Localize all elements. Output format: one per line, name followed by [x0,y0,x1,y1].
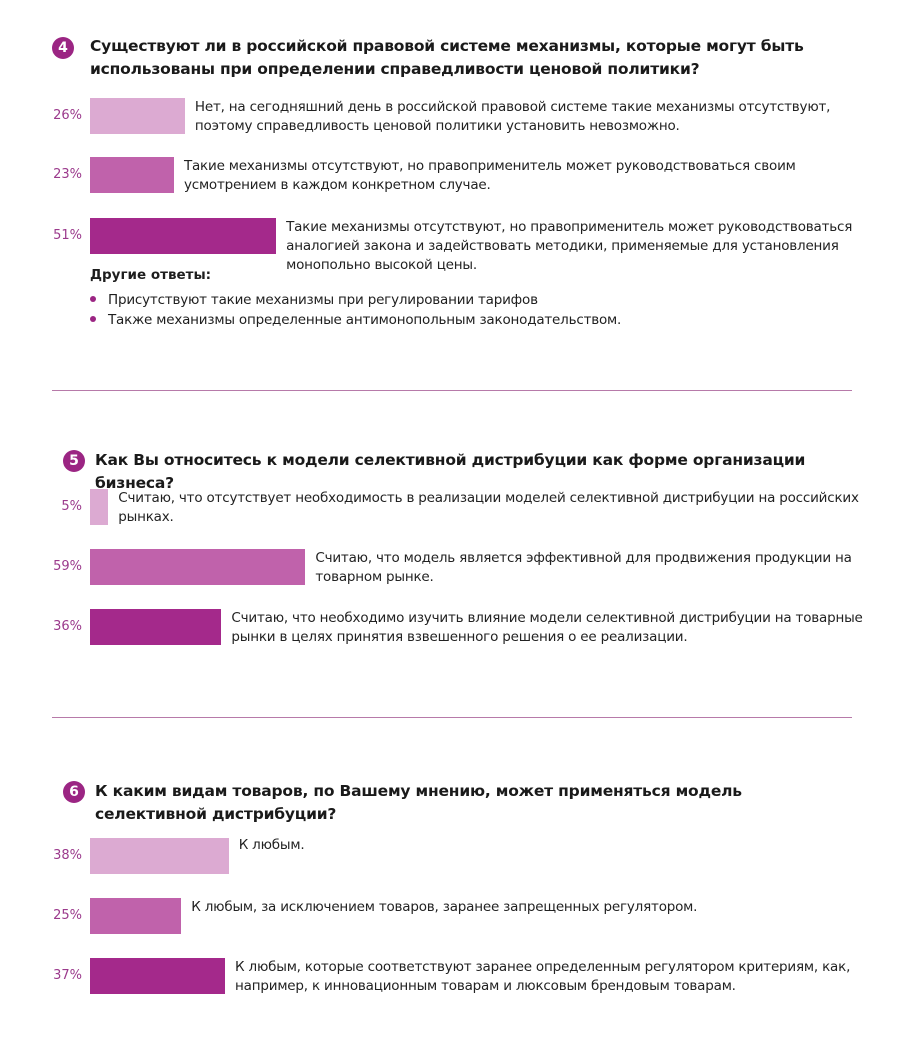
bar-value-label: 36% [53,619,82,634]
bar [90,898,182,934]
answer-label: Считаю, что модель является эффективной … [315,550,852,585]
bar-value-label: 5% [61,499,82,514]
bar [90,838,229,874]
question-title: Как Вы относитесь к модели селективной д… [95,451,806,492]
answer-label: Такие механизмы отсутствуют, но правопри… [286,219,853,273]
question-number-badge: 4 [52,37,74,59]
other-answers-heading: Другие ответы: [90,267,212,283]
bar-value-label: 37% [53,968,82,983]
bar-value-label: 51% [53,228,82,243]
bar [90,218,277,254]
answer-label: К любым. [238,837,305,853]
bar [90,489,109,525]
answer-label: Такие механизмы отсутствуют, но правопри… [183,158,796,193]
bar [90,98,185,134]
section-divider [52,390,852,391]
answer-label: Нет, на сегодняшний день в российской пр… [194,99,831,134]
other-answer-item: Также механизмы определенные антимонопол… [90,311,621,330]
bar [90,549,306,585]
bar-value-label: 59% [53,559,82,574]
question-title: К каким видам товаров, по Вашему мнению,… [95,782,742,823]
bar-value-label: 25% [53,908,82,923]
answer-label: К любым, за исключением товаров, заранее… [191,899,698,915]
bar [90,157,174,193]
question-number-badge: 5 [63,450,85,472]
section-divider [52,717,852,718]
answer-label: К любым, которые соответствуют заранее о… [235,959,851,994]
answer-label: Считаю, что отсутствует необходимость в … [118,490,859,525]
bullet-icon [90,316,96,322]
question-number-badge: 6 [63,781,85,803]
other-answer-item: Присутствуют такие механизмы при регулир… [90,291,538,310]
question-title: Существуют ли в российской правовой сист… [90,37,804,78]
bar-value-label: 23% [53,167,82,182]
bar [90,609,222,645]
answer-label: Считаю, что необходимо изучить влияние м… [231,610,863,645]
bar [90,958,226,994]
bullet-icon [90,296,96,302]
bar-value-label: 38% [53,848,82,863]
bar-value-label: 26% [53,108,82,123]
